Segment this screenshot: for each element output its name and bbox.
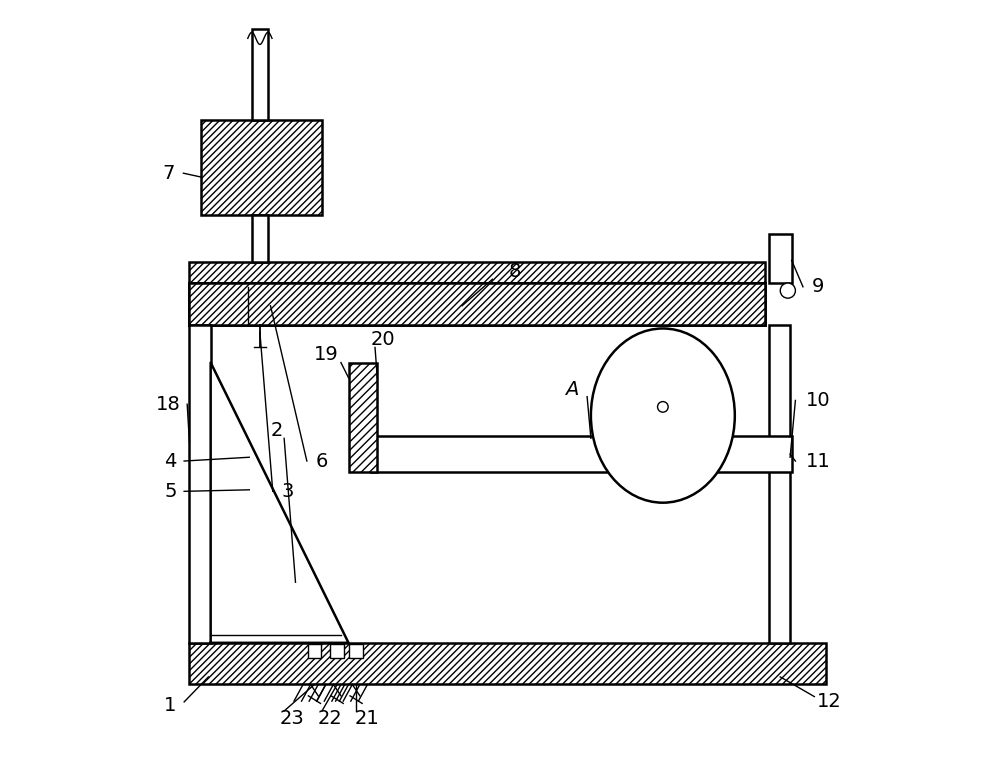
Text: A: A xyxy=(565,379,579,398)
Bar xyxy=(646,368,680,445)
Circle shape xyxy=(780,283,795,298)
Text: 12: 12 xyxy=(817,691,842,710)
Bar xyxy=(640,445,686,463)
Text: 5: 5 xyxy=(164,481,177,501)
Text: 11: 11 xyxy=(806,452,831,471)
Text: 20: 20 xyxy=(370,330,395,349)
Bar xyxy=(189,262,765,283)
Bar xyxy=(371,436,792,472)
Bar xyxy=(330,644,344,658)
Text: 9: 9 xyxy=(812,277,824,296)
Text: 21: 21 xyxy=(355,709,380,728)
Text: 7: 7 xyxy=(162,164,174,182)
Bar xyxy=(252,29,268,121)
Bar xyxy=(252,215,268,262)
Bar xyxy=(189,642,826,684)
Bar xyxy=(308,644,321,658)
Text: 10: 10 xyxy=(806,391,830,410)
Bar xyxy=(189,283,765,325)
Bar xyxy=(189,325,211,642)
Bar xyxy=(769,233,792,283)
Bar xyxy=(189,283,765,325)
Text: 19: 19 xyxy=(313,346,338,365)
Text: 23: 23 xyxy=(279,709,304,728)
Bar xyxy=(769,325,790,642)
Text: 1: 1 xyxy=(164,696,177,715)
Bar xyxy=(349,644,363,658)
Text: 6: 6 xyxy=(316,452,328,471)
Ellipse shape xyxy=(591,329,735,503)
Bar xyxy=(640,349,686,368)
Bar xyxy=(201,121,322,215)
Bar xyxy=(349,362,377,472)
Circle shape xyxy=(658,401,668,412)
Text: 18: 18 xyxy=(156,394,181,414)
Polygon shape xyxy=(211,362,349,642)
Text: 3: 3 xyxy=(282,481,294,501)
Text: 2: 2 xyxy=(270,421,283,440)
Text: 4: 4 xyxy=(164,452,177,471)
Bar xyxy=(189,283,765,325)
Text: 8: 8 xyxy=(509,262,521,282)
Text: 22: 22 xyxy=(317,709,342,728)
